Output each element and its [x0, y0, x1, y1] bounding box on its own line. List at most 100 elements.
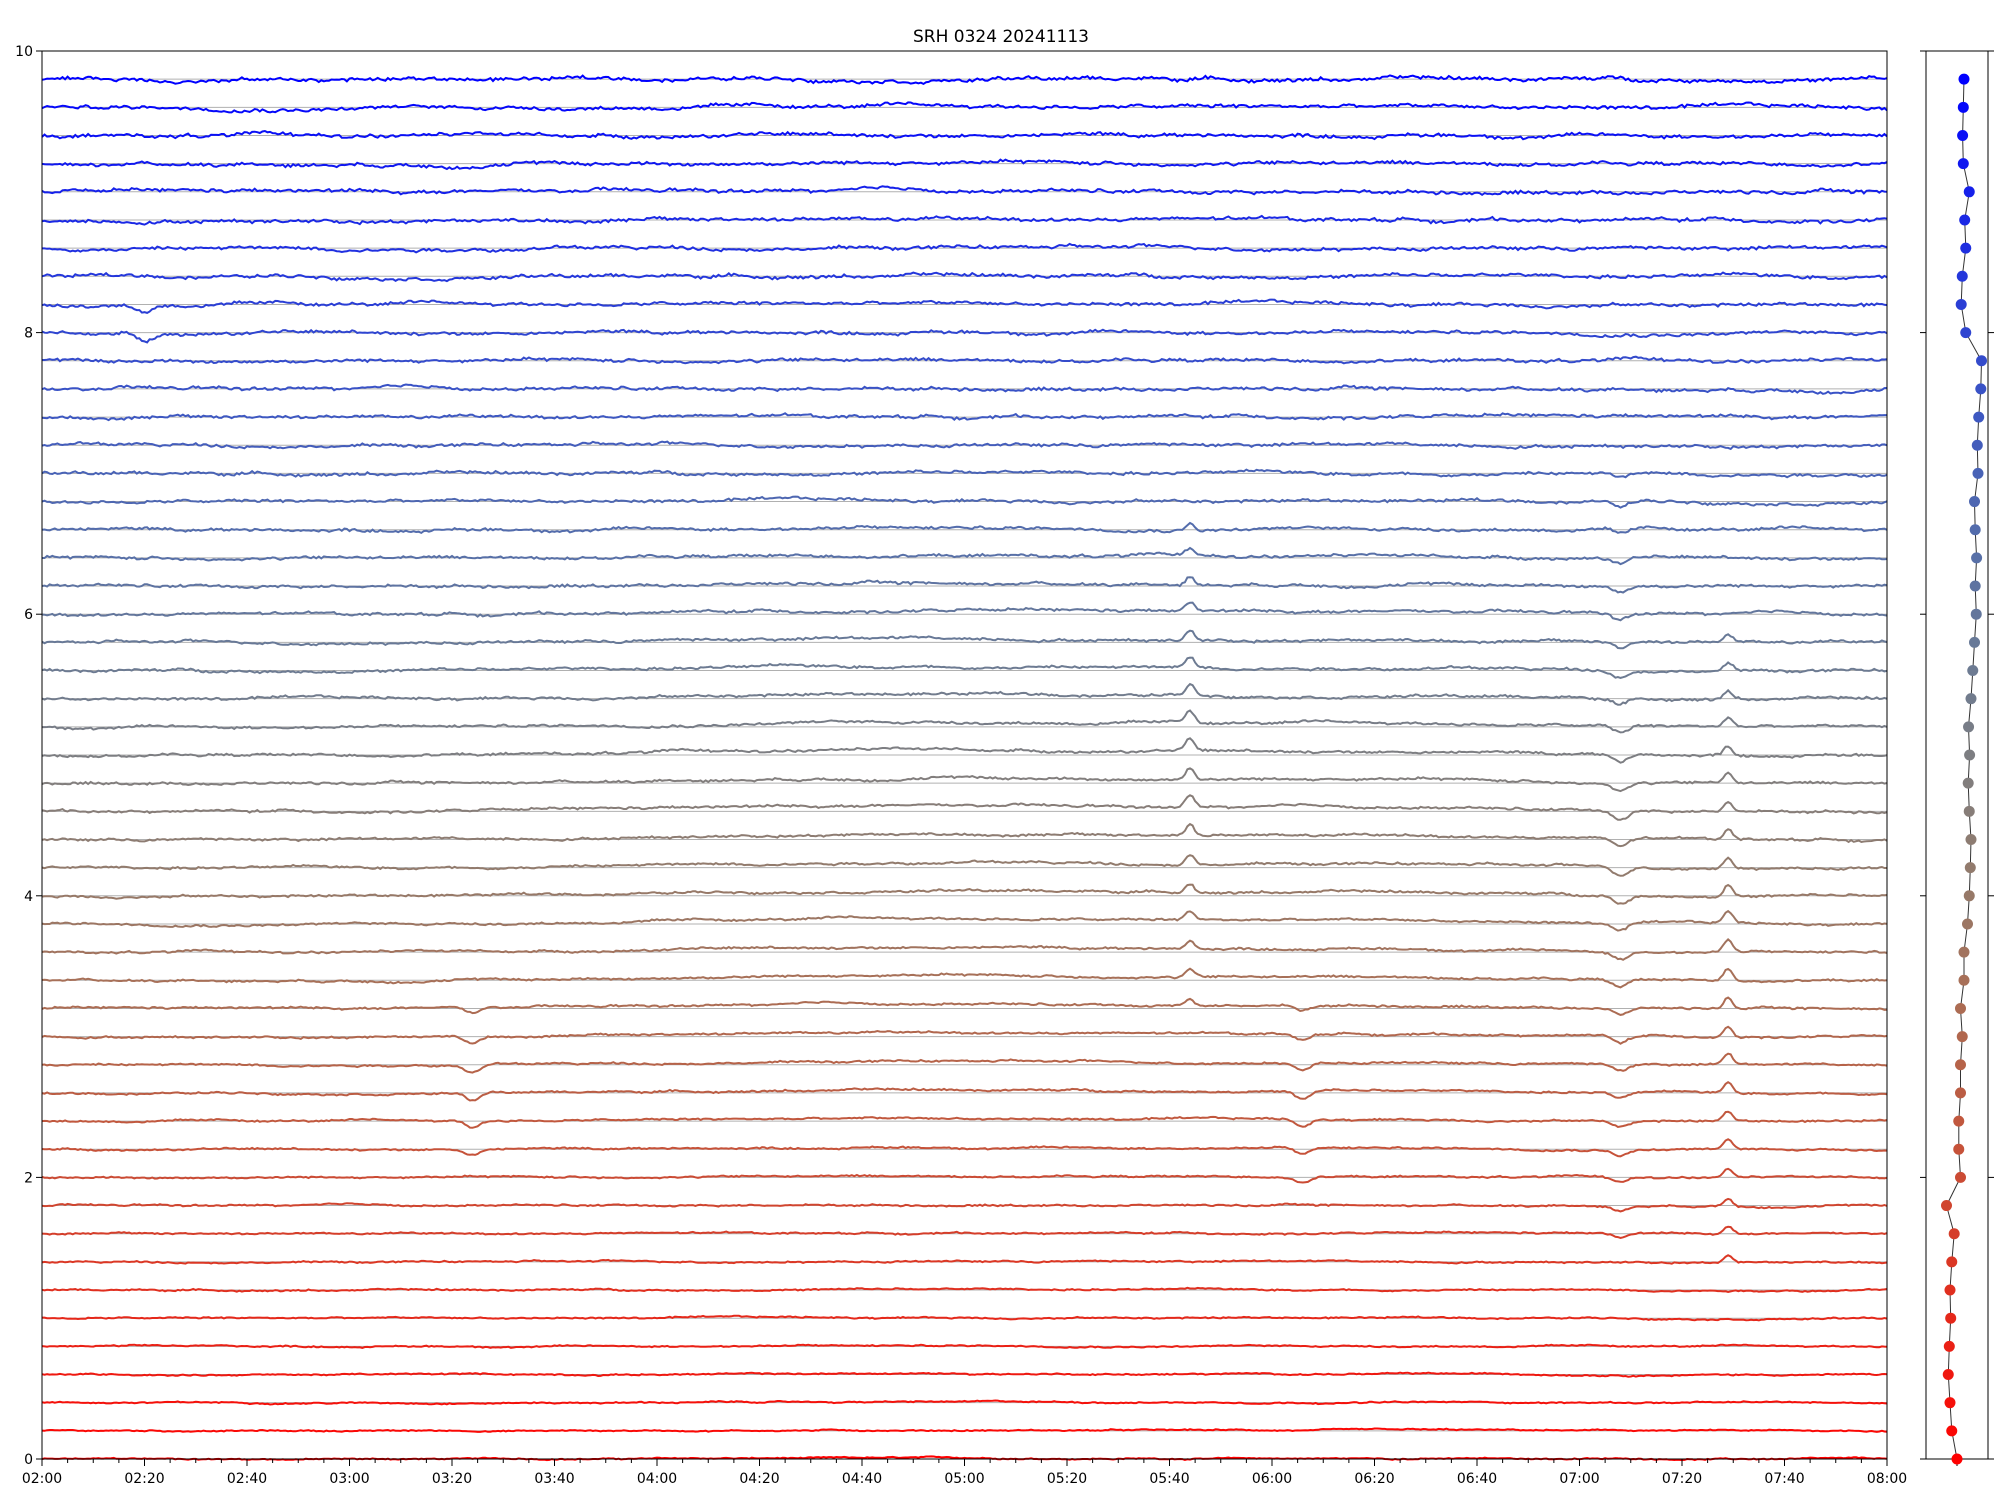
side-point-48 [1957, 101, 1969, 113]
x-tick-label: 06:20 [1354, 1471, 1394, 1487]
trace-line-48 [41, 101, 1888, 114]
side-point-47 [1957, 129, 1969, 141]
x-tick-label: 02:40 [227, 1471, 267, 1487]
trace-line-41 [41, 298, 1888, 314]
trace-line-31 [41, 576, 1888, 594]
trace-line-27 [41, 682, 1888, 706]
x-tick-label: 07:40 [1764, 1471, 1804, 1487]
side-axes-frame [1925, 50, 1989, 1460]
trace-line-40 [41, 328, 1888, 344]
y-tick-label: 0 [24, 1452, 33, 1468]
side-point-20 [1963, 890, 1975, 902]
x-tick-label: 05:40 [1149, 1471, 1189, 1487]
trace-line-6 [41, 1286, 1888, 1294]
side-point-37 [1973, 411, 1985, 423]
trace-line-33 [41, 521, 1888, 535]
x-tick-label: 04:00 [637, 1471, 677, 1487]
trace-line-34 [41, 495, 1888, 509]
trace-line-28 [41, 656, 1888, 679]
side-point-33 [1969, 524, 1981, 536]
side-plot-panel [1920, 50, 1994, 1466]
trace-line-25 [41, 737, 1888, 764]
x-tick-label: 03:20 [432, 1471, 472, 1487]
side-point-35 [1972, 467, 1984, 479]
trace-line-30 [41, 601, 1888, 622]
trace-line-13 [41, 1081, 1888, 1102]
trace-line-16 [41, 996, 1888, 1016]
trace-line-3 [41, 1371, 1888, 1378]
trace-line-21 [41, 854, 1887, 877]
y-tick-label: 6 [24, 607, 33, 623]
x-tick-label: 03:40 [534, 1471, 574, 1487]
trace-line-32 [42, 546, 1888, 566]
trace-line-5 [42, 1314, 1888, 1322]
side-point-10 [1955, 1171, 1966, 1183]
main-plot-panel: 0 2 4 6 8 10 02:00 02:20 02:40 03:00 03:20 03:40 04:… [15, 44, 1907, 1487]
x-tick-label: 07:00 [1559, 1471, 1599, 1487]
side-point-7 [1946, 1256, 1958, 1268]
x-tick-label: 05:00 [944, 1471, 984, 1487]
trace-line-37 [41, 412, 1887, 422]
x-tick-label: 08:00 [1867, 1471, 1907, 1487]
x-tick-label: 06:40 [1457, 1471, 1497, 1487]
trace-line-42 [41, 271, 1888, 283]
side-point-42 [1956, 270, 1968, 282]
side-point-38 [1975, 383, 1987, 395]
trace-line-2 [41, 1399, 1888, 1406]
trace-line-29 [41, 629, 1888, 650]
side-point-25 [1964, 749, 1976, 761]
side-point-22 [1965, 833, 1977, 845]
side-point-28 [1967, 665, 1979, 677]
y-tick-label: 2 [24, 1170, 33, 1186]
trace-line-12 [41, 1110, 1888, 1129]
side-point-18 [1958, 946, 1970, 958]
side-point-12 [1953, 1115, 1965, 1127]
side-point-40 [1960, 327, 1972, 339]
side-point-11 [1953, 1143, 1965, 1155]
trace-line-18 [41, 938, 1888, 961]
trace-line-45 [41, 185, 1888, 196]
trace-line-14 [41, 1052, 1888, 1074]
chart-title: SRH 0324 20241113 [913, 27, 1089, 47]
side-point-21 [1964, 862, 1976, 874]
side-point-0 [1951, 1453, 1963, 1465]
trace-line-1 [41, 1427, 1888, 1433]
side-point-29 [1969, 636, 1980, 648]
trace-line-22 [41, 822, 1888, 848]
trace-line-49 [41, 74, 1888, 86]
trace-line-4 [41, 1343, 1888, 1349]
side-point-5 [1945, 1312, 1957, 1324]
trace-line-39 [42, 355, 1888, 365]
side-point-26 [1963, 721, 1975, 733]
side-point-4 [1943, 1340, 1955, 1352]
side-point-14 [1955, 1059, 1966, 1071]
trace-line-44 [41, 214, 1888, 226]
trace-line-24 [41, 767, 1888, 793]
trace-line-20 [41, 883, 1888, 905]
trace-line-11 [41, 1138, 1888, 1158]
trace-line-46 [41, 158, 1888, 171]
x-tick-label: 05:20 [1047, 1471, 1087, 1487]
trace-line-38 [41, 383, 1888, 395]
side-point-1 [1946, 1425, 1958, 1437]
side-point-43 [1960, 242, 1972, 254]
side-point-17 [1958, 974, 1970, 986]
side-point-6 [1944, 1284, 1956, 1296]
side-point-34 [1969, 496, 1980, 508]
side-point-45 [1963, 186, 1975, 198]
side-point-15 [1956, 1031, 1968, 1043]
y-tick-label: 4 [24, 889, 33, 905]
trace-line-23 [41, 794, 1888, 821]
side-point-23 [1963, 805, 1975, 817]
trace-line-36 [41, 440, 1888, 451]
side-point-32 [1971, 552, 1983, 564]
x-tick-label: 04:20 [739, 1471, 779, 1487]
x-tick-label: 02:00 [22, 1471, 62, 1487]
side-point-31 [1969, 580, 1981, 592]
trace-line-47 [41, 129, 1888, 141]
x-tick-label: 07:20 [1662, 1471, 1702, 1487]
side-point-8 [1948, 1228, 1960, 1240]
side-point-19 [1962, 918, 1973, 930]
side-point-39 [1976, 355, 1987, 367]
